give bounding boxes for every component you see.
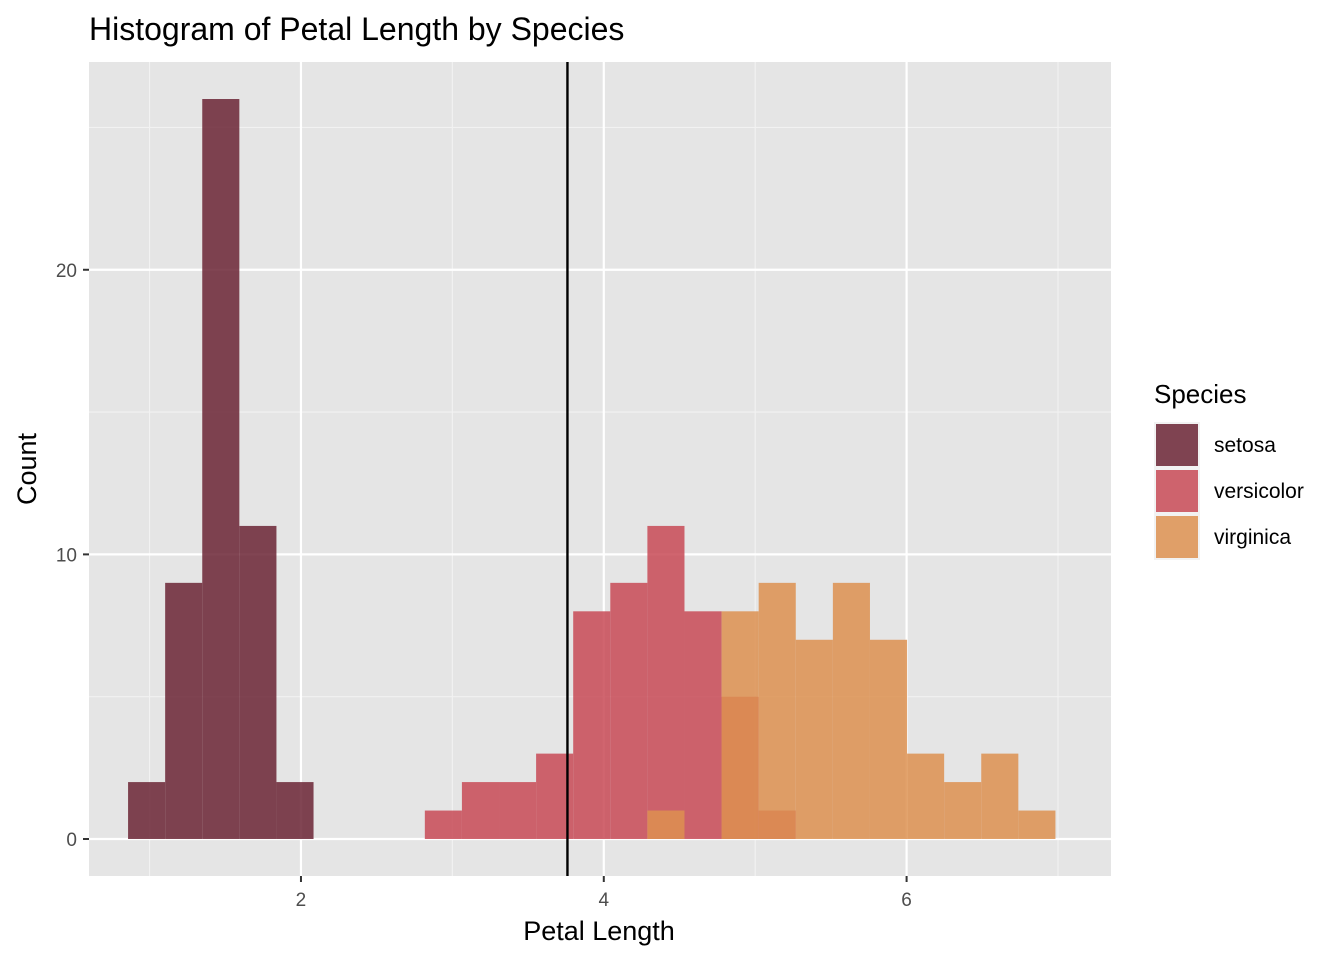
histogram-bar-virginica xyxy=(1018,810,1056,839)
legend-swatch-virginica xyxy=(1156,516,1198,558)
legend-items: setosa versicolor virginica xyxy=(1154,422,1304,560)
legend-label-versicolor: versicolor xyxy=(1214,480,1304,503)
histogram-bar-setosa xyxy=(165,582,203,839)
histogram-bar-virginica xyxy=(981,753,1019,839)
histogram-bar-versicolor xyxy=(573,611,611,839)
histogram-bar-versicolor xyxy=(610,582,648,839)
histogram-bar-virginica xyxy=(647,810,685,839)
legend-label-virginica: virginica xyxy=(1214,526,1291,549)
histogram-bar-virginica xyxy=(721,611,759,839)
legend-label-setosa: setosa xyxy=(1214,434,1276,457)
histogram-bar-setosa xyxy=(128,782,166,839)
histogram-bar-setosa xyxy=(239,525,277,839)
histogram-bar-virginica xyxy=(832,582,870,839)
y-tick-label: 20 xyxy=(56,261,77,282)
minor-gridlines xyxy=(89,62,1111,876)
y-tick-label: 0 xyxy=(66,830,77,851)
legend-swatch-setosa xyxy=(1156,424,1198,466)
histogram-bar-setosa xyxy=(202,99,240,839)
histogram-bar-versicolor xyxy=(499,782,537,839)
y-tick-label: 10 xyxy=(56,545,77,566)
histogram-bar-setosa xyxy=(276,782,314,839)
histogram-bar-virginica xyxy=(944,782,982,839)
x-tick-label: 4 xyxy=(598,890,609,911)
x-axis-title: Petal Length xyxy=(523,916,675,946)
histogram-bar-versicolor xyxy=(461,782,500,839)
histogram-bar-versicolor xyxy=(684,611,722,839)
y-axis: 0 10 20 xyxy=(56,261,89,851)
histogram-bars xyxy=(128,99,1056,839)
legend-swatch-versicolor xyxy=(1156,470,1198,512)
x-tick-label: 6 xyxy=(901,890,912,911)
y-axis-title: Count xyxy=(12,432,42,505)
x-axis: 2 4 6 xyxy=(296,876,912,911)
chart-title: Histogram of Petal Length by Species xyxy=(89,11,624,47)
histogram-bar-virginica xyxy=(795,639,833,839)
histogram-bar-virginica xyxy=(907,753,945,839)
histogram-bar-virginica xyxy=(758,582,796,839)
histogram-bar-versicolor xyxy=(647,525,685,839)
x-tick-label: 2 xyxy=(296,890,307,911)
histogram-bar-versicolor xyxy=(424,810,462,839)
legend: Species setosa versicolor virginica xyxy=(1154,379,1304,560)
histogram-bar-virginica xyxy=(869,639,908,839)
legend-title: Species xyxy=(1154,379,1247,409)
